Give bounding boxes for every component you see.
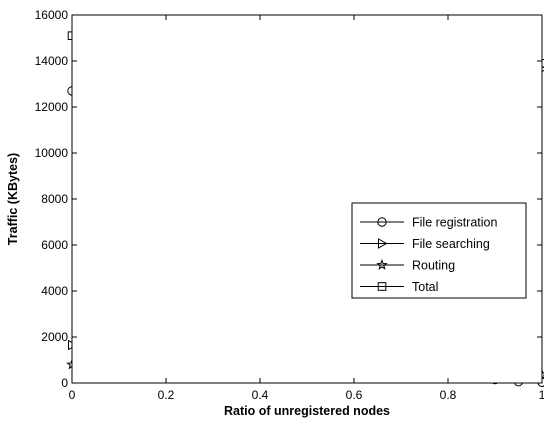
legend-entry: Total [360, 280, 438, 294]
x-tick-label: 0.8 [440, 388, 457, 402]
legend: File registration File searching Routing To… [351, 202, 527, 299]
legend-label: File registration [412, 216, 497, 230]
y-tick-label: 8000 [41, 192, 68, 206]
legend-marker [376, 258, 388, 270]
legend-marker [377, 217, 387, 227]
y-axis-label: Traffic (KBytes) [6, 153, 20, 245]
x-tick-label: 0.2 [158, 388, 175, 402]
y-tick-label: 14000 [35, 54, 69, 68]
legend-label: Routing [412, 259, 455, 273]
legend-marker [378, 238, 388, 249]
legend-marker [377, 282, 387, 291]
legend-label: File searching [412, 237, 490, 251]
legend-label: Total [412, 280, 438, 294]
y-tick-label: 10000 [35, 146, 69, 160]
x-tick-label: 0 [69, 388, 76, 402]
axes: 0 0.2 0.4 0.6 0.8 1 0 2000 4000 6000 8000 10000 1200… [35, 8, 544, 402]
y-tick-label: 4000 [41, 284, 68, 298]
x-tick-label: 0.4 [252, 388, 269, 402]
y-tick-label: 16000 [35, 8, 69, 22]
y-tick-label: 6000 [41, 238, 68, 252]
legend-entry: File searching [360, 237, 490, 251]
y-tick-label: 12000 [35, 100, 69, 114]
y-tick-label: 0 [61, 376, 68, 390]
x-axis-label: Ratio of unregistered nodes [224, 404, 390, 418]
legend-box [351, 202, 527, 299]
x-tick-label: 0.6 [346, 388, 363, 402]
plot-frame [71, 14, 543, 384]
legend-entry: Routing [360, 259, 455, 273]
y-tick-label: 2000 [41, 330, 68, 344]
x-tick-label: 1 [539, 388, 544, 402]
legend-entry: File registration [360, 216, 497, 230]
